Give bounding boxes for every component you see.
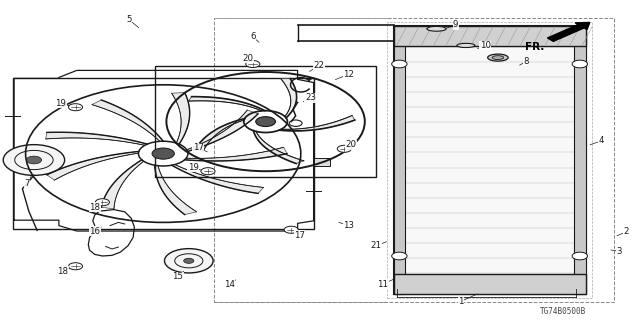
Text: 1: 1 [458,297,463,306]
Text: 12: 12 [343,70,355,79]
Text: 7: 7 [24,179,29,188]
Ellipse shape [457,44,475,48]
Polygon shape [92,100,163,141]
Circle shape [337,145,351,152]
Circle shape [572,252,588,260]
Bar [394,26,586,46]
Circle shape [246,60,260,68]
Polygon shape [185,147,287,161]
Circle shape [3,145,65,175]
Text: 17: 17 [294,231,305,240]
Text: 13: 13 [343,221,355,230]
Text: 2: 2 [623,228,628,236]
Bar [394,26,405,294]
Bar [214,18,614,302]
Text: TG74B0500B: TG74B0500B [540,307,586,316]
Text: 5: 5 [127,15,132,24]
Circle shape [284,226,298,233]
Text: FR.: FR. [525,42,544,52]
Circle shape [256,117,275,126]
Polygon shape [172,164,264,193]
Text: 11: 11 [377,280,388,289]
Bar [574,26,586,294]
Text: 22: 22 [313,61,324,70]
Text: 18: 18 [89,203,100,212]
FancyArrow shape [547,22,590,41]
Circle shape [95,199,109,206]
Bar [314,158,330,166]
Polygon shape [101,160,144,209]
Polygon shape [155,165,196,215]
Ellipse shape [488,54,508,61]
Text: 9: 9 [453,20,458,29]
Bar [387,22,592,298]
Circle shape [184,258,194,263]
Text: 18: 18 [57,267,68,276]
Text: 23: 23 [305,93,316,102]
Text: 16: 16 [89,227,100,236]
Circle shape [26,156,42,164]
Polygon shape [279,116,355,131]
Ellipse shape [427,27,446,31]
Text: 21: 21 [371,241,382,250]
Bar [394,26,586,294]
Text: 14: 14 [223,280,235,289]
Polygon shape [187,110,258,151]
Circle shape [152,148,174,159]
Bar [155,66,376,177]
Text: 8: 8 [524,57,529,66]
Text: 17: 17 [193,143,204,152]
Polygon shape [45,132,147,145]
Bar [394,274,586,294]
Polygon shape [281,79,296,118]
Text: 20: 20 [345,140,356,149]
Text: 10: 10 [479,41,491,50]
Circle shape [392,60,407,68]
Ellipse shape [492,56,504,60]
Text: 6: 6 [250,32,255,41]
Bar [13,78,314,229]
Polygon shape [189,97,265,111]
Polygon shape [253,131,304,164]
Polygon shape [172,92,189,144]
Circle shape [392,252,407,260]
Text: 19: 19 [188,163,198,172]
Text: 4: 4 [599,136,604,145]
Text: 3: 3 [617,247,622,256]
Circle shape [164,249,213,273]
Polygon shape [195,119,244,152]
Circle shape [68,104,83,111]
Circle shape [572,60,588,68]
Text: 15: 15 [172,272,184,281]
Circle shape [201,168,215,175]
Text: 20: 20 [243,54,254,63]
Circle shape [68,263,83,270]
Text: 19: 19 [56,99,66,108]
Polygon shape [47,151,139,180]
